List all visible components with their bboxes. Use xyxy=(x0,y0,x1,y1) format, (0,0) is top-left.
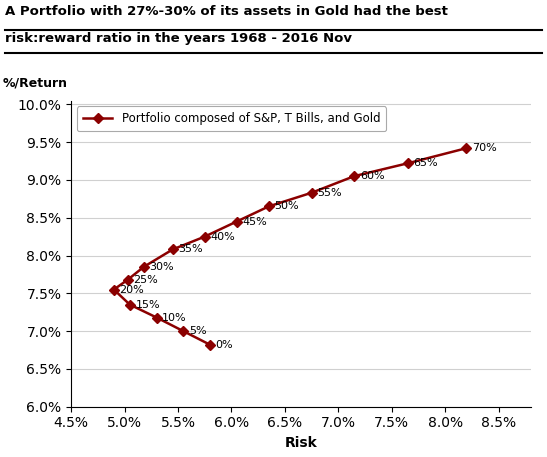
Text: 30%: 30% xyxy=(149,262,174,272)
Text: 25%: 25% xyxy=(133,275,158,285)
Portfolio composed of S&P, T Bills, and Gold xyxy=(309,190,315,196)
Text: 5%: 5% xyxy=(189,326,206,336)
Legend: Portfolio composed of S&P, T Bills, and Gold: Portfolio composed of S&P, T Bills, and … xyxy=(77,106,386,131)
Text: 35%: 35% xyxy=(178,244,203,255)
Text: %/Return: %/Return xyxy=(3,76,68,89)
Portfolio composed of S&P, T Bills, and Gold xyxy=(463,145,470,151)
Portfolio composed of S&P, T Bills, and Gold xyxy=(141,264,147,270)
Portfolio composed of S&P, T Bills, and Gold xyxy=(125,277,131,282)
Portfolio composed of S&P, T Bills, and Gold xyxy=(180,329,187,334)
Text: 60%: 60% xyxy=(360,171,385,181)
Line: Portfolio composed of S&P, T Bills, and Gold: Portfolio composed of S&P, T Bills, and … xyxy=(110,144,470,349)
Text: risk:reward ratio in the years 1968 - 2016 Nov: risk:reward ratio in the years 1968 - 20… xyxy=(5,32,352,45)
Text: A Portfolio with 27%-30% of its assets in Gold had the best: A Portfolio with 27%-30% of its assets i… xyxy=(5,5,449,17)
Portfolio composed of S&P, T Bills, and Gold xyxy=(110,287,117,292)
Text: 15%: 15% xyxy=(136,300,160,310)
Text: 55%: 55% xyxy=(317,188,342,198)
Portfolio composed of S&P, T Bills, and Gold xyxy=(234,219,240,224)
Portfolio composed of S&P, T Bills, and Gold xyxy=(153,315,160,320)
Portfolio composed of S&P, T Bills, and Gold xyxy=(351,173,358,179)
Text: 20%: 20% xyxy=(119,285,144,295)
Text: 40%: 40% xyxy=(210,232,235,242)
Text: 65%: 65% xyxy=(414,158,438,168)
Text: 70%: 70% xyxy=(472,143,497,153)
Portfolio composed of S&P, T Bills, and Gold xyxy=(404,160,411,166)
Portfolio composed of S&P, T Bills, and Gold xyxy=(201,234,208,239)
Portfolio composed of S&P, T Bills, and Gold xyxy=(207,342,213,347)
Text: 45%: 45% xyxy=(242,217,267,227)
Text: 0%: 0% xyxy=(216,340,233,350)
Text: 50%: 50% xyxy=(275,202,299,212)
Text: 10%: 10% xyxy=(162,313,187,323)
X-axis label: Risk: Risk xyxy=(284,436,317,450)
Portfolio composed of S&P, T Bills, and Gold xyxy=(126,302,133,308)
Portfolio composed of S&P, T Bills, and Gold xyxy=(170,247,176,252)
Portfolio composed of S&P, T Bills, and Gold xyxy=(265,204,272,209)
